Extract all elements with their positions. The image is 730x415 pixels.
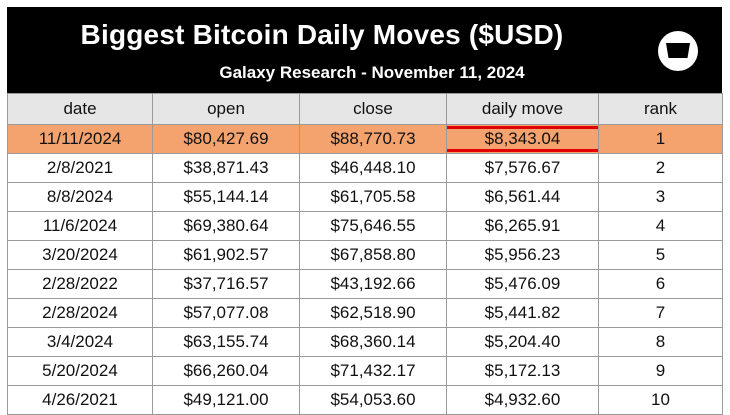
table-header-row: date open close daily move rank [7, 93, 723, 125]
cell-rank: 6 [598, 269, 723, 299]
column-header-rank: rank [598, 93, 723, 125]
column-header-close: close [299, 93, 447, 125]
cell-close: $71,432.17 [299, 356, 447, 386]
cell-rank: 5 [598, 240, 723, 270]
cell-open: $61,902.57 [152, 240, 300, 270]
cell-rank: 7 [598, 298, 723, 328]
cell-close: $43,192.66 [299, 269, 447, 299]
moves-table: date open close daily move rank 11/11/20… [7, 93, 723, 415]
cell-close: $68,360.14 [299, 327, 447, 357]
cell-rank: 2 [598, 153, 723, 183]
cell-daily-move: $8,343.04 [484, 129, 561, 148]
table-row: 11/11/2024 $80,427.69 $88,770.73 $8,343.… [7, 124, 723, 154]
cell-date: 2/8/2021 [7, 153, 153, 183]
cell-daily-move: $5,204.40 [446, 327, 599, 357]
column-header-date: date [7, 93, 153, 125]
cell-date: 2/28/2022 [7, 269, 153, 299]
table-row: 8/8/2024 $55,144.14 $61,705.58 $6,561.44… [7, 182, 723, 212]
cell-open: $69,380.64 [152, 211, 300, 241]
cell-rank: 10 [598, 385, 723, 415]
cell-open: $80,427.69 [152, 124, 300, 154]
cell-daily-move: $5,172.13 [446, 356, 599, 386]
table-row: 5/20/2024 $66,260.04 $71,432.17 $5,172.1… [7, 356, 723, 386]
table-row: 2/8/2021 $38,871.43 $46,448.10 $7,576.67… [7, 153, 723, 183]
table-row: 3/4/2024 $63,155.74 $68,360.14 $5,204.40… [7, 327, 723, 357]
cell-close: $54,053.60 [299, 385, 447, 415]
cell-daily-move: $6,561.44 [446, 182, 599, 212]
galaxy-logo-icon [658, 31, 698, 71]
column-header-open: open [152, 93, 300, 125]
cell-date: 8/8/2024 [7, 182, 153, 212]
cell-open: $66,260.04 [152, 356, 300, 386]
cell-close: $67,858.80 [299, 240, 447, 270]
cell-close: $75,646.55 [299, 211, 447, 241]
cell-rank: 8 [598, 327, 723, 357]
cell-date: 11/6/2024 [7, 211, 153, 241]
cell-daily-move-highlighted: $8,343.04 [446, 124, 599, 154]
report-subtitle: Galaxy Research - November 11, 2024 [219, 63, 525, 82]
cell-daily-move: $5,956.23 [446, 240, 599, 270]
cell-date: 5/20/2024 [7, 356, 153, 386]
cell-close: $88,770.73 [299, 124, 447, 154]
cell-daily-move: $5,441.82 [446, 298, 599, 328]
table-row: 2/28/2024 $57,077.08 $62,518.90 $5,441.8… [7, 298, 723, 328]
cell-daily-move: $7,576.67 [446, 153, 599, 183]
cell-close: $46,448.10 [299, 153, 447, 183]
cell-rank: 3 [598, 182, 723, 212]
cell-open: $55,144.14 [152, 182, 300, 212]
cell-daily-move: $5,476.09 [446, 269, 599, 299]
table-row: 3/20/2024 $61,902.57 $67,858.80 $5,956.2… [7, 240, 723, 270]
cell-open: $38,871.43 [152, 153, 300, 183]
table-row: 11/6/2024 $69,380.64 $75,646.55 $6,265.9… [7, 211, 723, 241]
cell-date: 4/26/2021 [7, 385, 153, 415]
cell-rank: 1 [598, 124, 723, 154]
column-header-daily-move: daily move [446, 93, 599, 125]
cell-date: 2/28/2024 [7, 298, 153, 328]
report-card: Biggest Bitcoin Daily Moves ($USD) Galax… [7, 7, 723, 415]
table-row: 4/26/2021 $49,121.00 $54,053.60 $4,932.6… [7, 385, 723, 415]
cell-open: $57,077.08 [152, 298, 300, 328]
cell-date: 3/4/2024 [7, 327, 153, 357]
cell-date: 11/11/2024 [7, 124, 153, 154]
cell-date: 3/20/2024 [7, 240, 153, 270]
report-title: Biggest Bitcoin Daily Moves ($USD) [80, 19, 564, 50]
cell-open: $37,716.57 [152, 269, 300, 299]
cell-open: $63,155.74 [152, 327, 300, 357]
cell-rank: 4 [598, 211, 723, 241]
cell-close: $62,518.90 [299, 298, 447, 328]
cell-rank: 9 [598, 356, 723, 386]
cell-close: $61,705.58 [299, 182, 447, 212]
cell-daily-move: $4,932.60 [446, 385, 599, 415]
cell-daily-move: $6,265.91 [446, 211, 599, 241]
report-header: Biggest Bitcoin Daily Moves ($USD) Galax… [7, 7, 722, 93]
table-row: 2/28/2022 $37,716.57 $43,192.66 $5,476.0… [7, 269, 723, 299]
cell-open: $49,121.00 [152, 385, 300, 415]
